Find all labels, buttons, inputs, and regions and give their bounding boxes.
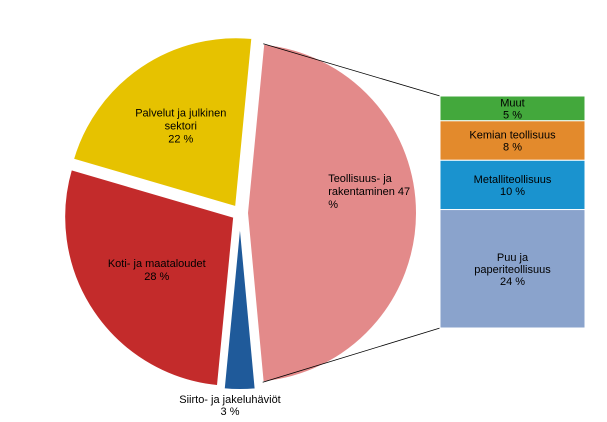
- label-puu: Puu ja paperiteollisuus 24 %: [474, 252, 551, 288]
- bar-segment-muut: [439, 95, 586, 122]
- slice-koti: [63, 167, 236, 388]
- label-metalli: Metalliteollisuus 10 %: [474, 174, 552, 198]
- connector-lines: [262, 43, 441, 383]
- slice-teollisuus: [245, 42, 418, 384]
- label-muut: Muut 5 %: [500, 97, 524, 121]
- label-teollisuus: Teollisuus- ja rakentaminen 47%: [328, 173, 410, 211]
- breakdown-bar: [439, 95, 586, 329]
- data-labels: Teollisuus- ja rakentaminen 47 % Siirto- ja…: [108, 97, 556, 418]
- connector-top: [263, 43, 441, 97]
- connector-bottom: [262, 327, 441, 383]
- pie-slices: [63, 36, 418, 391]
- label-siirto: Siirto- ja jakeluhäviöt 3 %: [179, 394, 281, 418]
- bar-segment-kemian: [439, 120, 586, 161]
- slice-palvelut: [71, 36, 254, 209]
- bar-segment-metalli: [439, 159, 586, 211]
- slice-siirto: [222, 219, 257, 391]
- label-koti: Koti- ja maataloudet 28 %: [108, 258, 206, 283]
- label-palvelut: Palvelut ja julkinen sektori 22 %: [135, 108, 226, 146]
- label-kemian: Kemian teollisuus 8 %: [469, 129, 556, 153]
